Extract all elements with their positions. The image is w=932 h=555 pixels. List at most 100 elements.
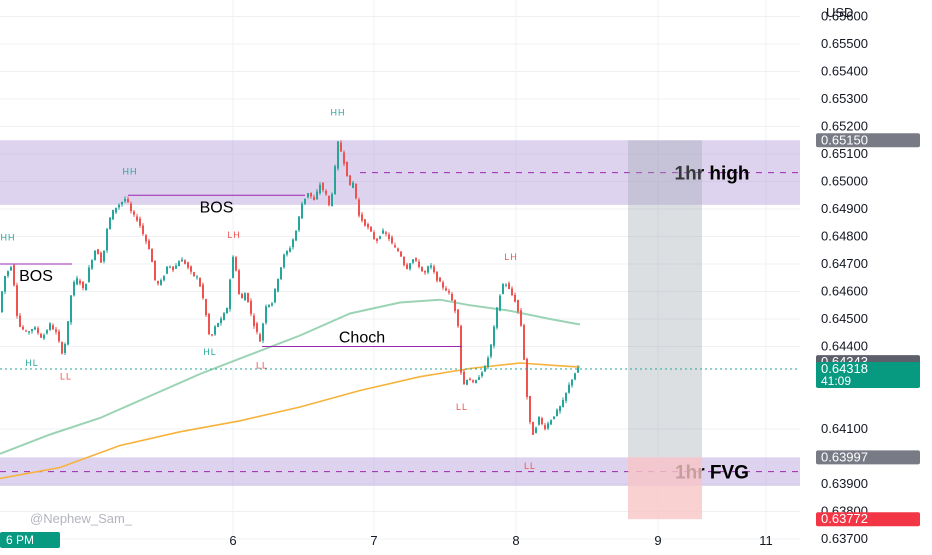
y-tick-label: 0.65600 xyxy=(821,9,868,24)
candle-body xyxy=(175,265,177,269)
candle-body xyxy=(451,293,453,301)
candle xyxy=(379,235,381,240)
candle xyxy=(172,266,174,273)
candle-body xyxy=(385,232,387,234)
candle xyxy=(340,140,342,152)
candle-body xyxy=(571,379,573,386)
candle-body xyxy=(115,207,117,213)
candle-body xyxy=(442,282,444,288)
candle xyxy=(499,294,501,312)
candle-body xyxy=(187,262,189,268)
y-tick-label: 0.64900 xyxy=(821,201,868,216)
candle-body xyxy=(271,303,273,306)
candle-body xyxy=(316,191,318,200)
candle-body xyxy=(265,306,267,323)
candle-body xyxy=(235,257,237,271)
candle-body xyxy=(370,226,372,232)
time-axis[interactable]: 6 7 8 9 11 6 PM xyxy=(0,532,773,548)
x-tick-label: 8 xyxy=(512,533,519,548)
candle xyxy=(187,261,189,270)
time-tag-label: 6 PM xyxy=(6,533,34,547)
candle-body xyxy=(415,258,417,261)
candle-body xyxy=(559,406,561,412)
candle xyxy=(34,326,36,331)
price-tag-label: 0.64318 xyxy=(821,361,868,376)
candle-body xyxy=(223,313,225,321)
candle-body xyxy=(514,294,516,302)
candle xyxy=(130,201,132,214)
candle-body xyxy=(199,278,201,287)
candle-body xyxy=(64,344,66,353)
projection-box-red xyxy=(628,457,702,520)
candle xyxy=(562,397,564,408)
candle-body xyxy=(37,328,39,334)
candle-body xyxy=(466,379,468,385)
candle xyxy=(466,379,468,386)
candle xyxy=(325,189,327,196)
candle-body xyxy=(403,256,405,266)
candle xyxy=(205,298,207,318)
candle-body xyxy=(406,264,408,269)
candle-body xyxy=(550,420,552,425)
y-tick-label: 0.65200 xyxy=(821,119,868,134)
candle-body xyxy=(283,254,285,268)
candle-body xyxy=(493,326,495,346)
price-tag-label: 0.63997 xyxy=(821,449,868,464)
candle xyxy=(352,180,354,189)
candle xyxy=(355,183,357,200)
candle xyxy=(223,312,225,321)
candle-body xyxy=(103,250,105,262)
candle-body xyxy=(97,249,99,255)
candle xyxy=(79,278,81,286)
candle xyxy=(106,227,108,253)
candle-body xyxy=(88,267,90,283)
candle-body xyxy=(496,307,498,328)
candle-body xyxy=(274,288,276,303)
candle xyxy=(433,264,435,274)
candle xyxy=(322,181,324,193)
swing-label: HH xyxy=(331,108,346,118)
candle xyxy=(37,326,39,335)
swing-label: HH xyxy=(123,167,138,177)
candle-body xyxy=(469,378,471,381)
candle xyxy=(565,392,567,404)
candle xyxy=(430,262,432,270)
candle xyxy=(514,292,516,303)
candle-body xyxy=(553,416,555,419)
candle-body xyxy=(412,259,414,263)
candle xyxy=(211,334,213,337)
candle xyxy=(385,230,387,237)
candle xyxy=(226,307,228,314)
candle-body xyxy=(397,248,399,252)
candle-body xyxy=(439,277,441,282)
candle-body xyxy=(172,266,174,271)
candle xyxy=(370,226,372,233)
candle-body xyxy=(25,330,27,332)
candle-body xyxy=(304,198,306,204)
swing-label: HH xyxy=(1,233,16,243)
candle xyxy=(442,280,444,291)
candle xyxy=(277,278,279,293)
candle xyxy=(316,188,318,200)
candle xyxy=(412,259,414,265)
candle-body xyxy=(481,372,483,377)
candle xyxy=(16,282,18,319)
candle xyxy=(127,196,129,204)
candle xyxy=(151,248,153,263)
candle xyxy=(307,193,309,199)
candle-body xyxy=(232,256,234,279)
candle xyxy=(394,242,396,248)
candle-body xyxy=(373,232,375,240)
candle-body xyxy=(196,276,198,278)
candle xyxy=(328,195,330,207)
candle-body xyxy=(502,283,504,294)
candles-layer[interactable] xyxy=(1,140,579,435)
candle-body xyxy=(169,266,171,268)
candle-body xyxy=(463,371,465,385)
candle-body xyxy=(490,344,492,357)
price-axis[interactable]: USD 0.656000.655000.654000.653000.652000… xyxy=(821,5,868,546)
candle xyxy=(406,262,408,270)
candle-body xyxy=(427,266,429,273)
